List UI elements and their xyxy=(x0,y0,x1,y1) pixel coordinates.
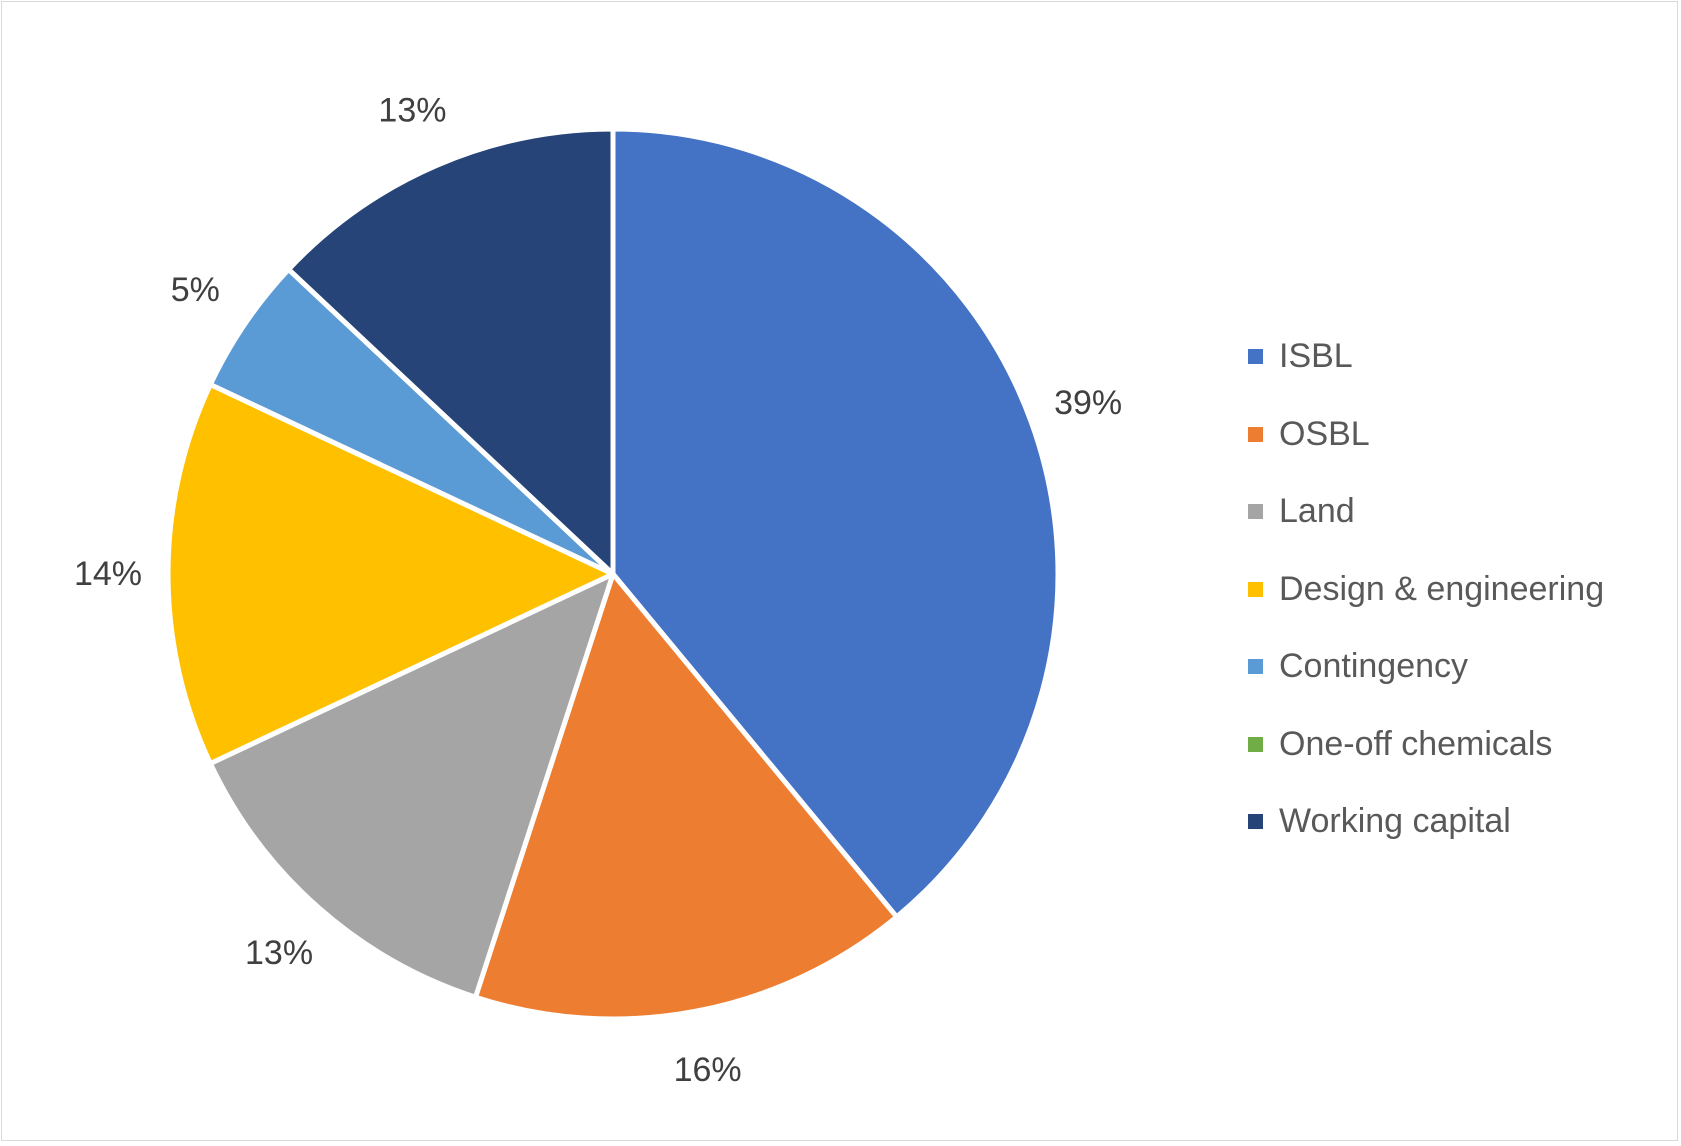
legend-item-design-engineering: Design & engineering xyxy=(1248,551,1604,629)
legend-swatch xyxy=(1248,659,1263,675)
legend-item-one-off-chemicals: One-off chemicals xyxy=(1248,706,1604,784)
pie-slices xyxy=(165,126,1061,1022)
legend-item-working-capital: Working capital xyxy=(1248,783,1604,861)
legend-label: One-off chemicals xyxy=(1279,724,1553,763)
legend-swatch xyxy=(1248,581,1263,597)
data-label-osbl: 16% xyxy=(674,1051,742,1089)
pie-data-labels: 39% 16% 13% 14% 5% 13% xyxy=(74,92,1122,1090)
legend-label: Working capital xyxy=(1279,802,1511,841)
pie-slice-working-capital xyxy=(286,126,616,577)
data-label-land: 13% xyxy=(245,934,313,972)
pie-slice-design-engineering xyxy=(165,382,616,766)
data-label-isbl: 39% xyxy=(1054,384,1122,422)
legend-swatch xyxy=(1248,814,1263,830)
legend-swatch xyxy=(1248,349,1263,365)
legend-item-land: Land xyxy=(1248,473,1604,551)
pie-slice-land xyxy=(207,571,616,1000)
legend-label: Design & engineering xyxy=(1279,569,1605,608)
legend-item-isbl: ISBL xyxy=(1248,318,1604,396)
legend-swatch xyxy=(1248,426,1263,442)
legend-label: OSBL xyxy=(1279,414,1370,453)
legend-label: ISBL xyxy=(1279,337,1353,376)
pie-slice-isbl xyxy=(610,126,1061,920)
legend-label: Land xyxy=(1279,492,1355,531)
legend-swatch xyxy=(1248,504,1263,520)
legend-item-osbl: OSBL xyxy=(1248,396,1604,474)
legend-swatch xyxy=(1248,736,1263,752)
legend: ISBL OSBL Land Design & engineering Continge… xyxy=(1248,318,1604,861)
pie-slice-osbl xyxy=(472,571,900,1022)
data-label-contingency: 5% xyxy=(171,271,220,309)
data-label-design-engineering: 14% xyxy=(74,555,142,593)
legend-label: Contingency xyxy=(1279,647,1469,686)
legend-item-contingency: Contingency xyxy=(1248,628,1604,706)
data-label-working-capital: 13% xyxy=(378,92,446,130)
